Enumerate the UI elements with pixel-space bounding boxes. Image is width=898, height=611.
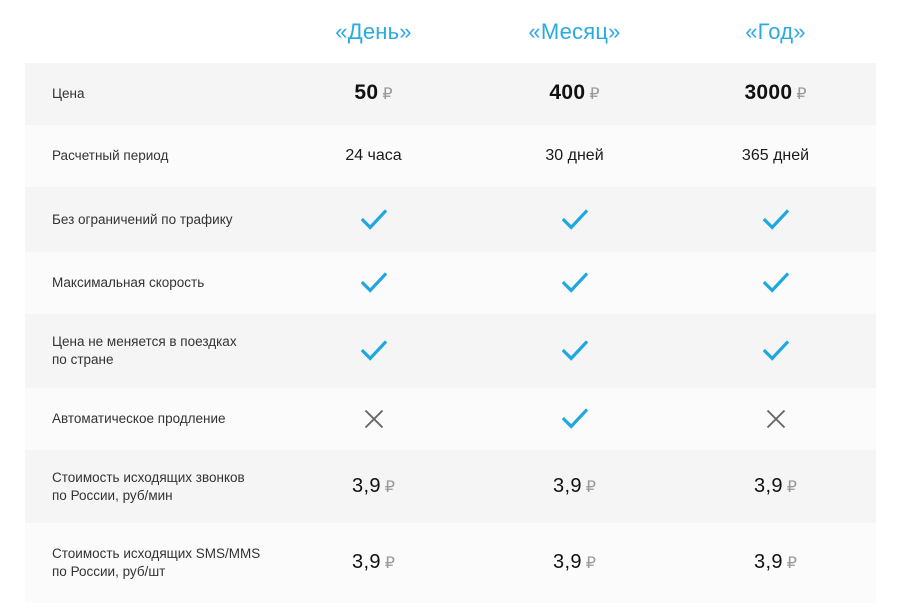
feature-value-cell: 3,9 ₽ [273, 552, 474, 574]
period-value: 24 часа [345, 147, 402, 164]
feature-value-cell: 400 ₽ [474, 81, 675, 105]
feature-value-cell [474, 408, 675, 430]
feature-value-cell [675, 272, 876, 294]
feature-comparison-table: Цена 50 ₽400 ₽3000 ₽ Расчетный период 24 часа 3… [25, 63, 876, 603]
feature-label-line1: Без ограничений по трафику [52, 211, 233, 227]
ruble-icon: ₽ [585, 555, 596, 572]
feature-label-line1: Цена [52, 86, 85, 101]
feature-value-cell [474, 340, 675, 362]
check-icon [561, 272, 588, 294]
feature-value-cell: 3000 ₽ [675, 81, 876, 105]
price-amount: 3,9 [352, 474, 381, 497]
feature-label-line1: Цена не меняется в поездках [52, 334, 237, 349]
feature-label: Расчетный период [25, 147, 273, 165]
table-row: Цена не меняется в поездках по стране [25, 314, 876, 388]
price-amount: 3,9 [754, 474, 783, 497]
feature-value-cell: 50 ₽ [273, 81, 474, 105]
feature-label: Стоимость исходящих SMS/MMS по России, ру… [25, 545, 273, 581]
price-amount: 400 [549, 81, 586, 104]
plan-header-month[interactable]: «Месяц» [528, 18, 621, 44]
feature-value-cell [675, 340, 876, 362]
price-amount: 3,9 [553, 474, 582, 497]
table-row: Автоматическое продление [25, 388, 876, 450]
ruble-icon: ₽ [796, 86, 807, 103]
feature-label: Максимальная скорость [25, 274, 273, 292]
feature-value-cell [675, 408, 876, 430]
price-amount: 3000 [744, 81, 793, 104]
feature-label: Автоматическое продление [25, 410, 273, 428]
cross-icon [765, 408, 787, 430]
feature-value-cell [273, 208, 474, 231]
ruble-icon: ₽ [585, 478, 596, 496]
period-value: 365 дней [741, 147, 810, 164]
feature-value-cell [273, 340, 474, 362]
feature-label-line1: Расчетный период [52, 148, 169, 163]
check-icon [561, 208, 588, 231]
feature-value-cell: 3,9 ₽ [474, 552, 675, 574]
feature-value-cell [273, 272, 474, 294]
feature-value-cell: 3,9 ₽ [273, 476, 474, 498]
table-row: Максимальная скорость [25, 252, 876, 314]
feature-label-line1: Стоимость исходящих звонков [52, 469, 245, 485]
table-row: Цена 50 ₽400 ₽3000 ₽ [25, 63, 876, 125]
price-amount: 3,9 [553, 551, 582, 573]
feature-label-line2: по России, руб/шт [52, 564, 166, 579]
feature-label-line1: Максимальная скорость [52, 275, 205, 290]
feature-label: Стоимость исходящих звонков по России, ру… [25, 469, 273, 505]
feature-value-cell: 30 дней [474, 146, 675, 166]
feature-value-cell: 3,9 ₽ [675, 552, 876, 574]
table-row: Стоимость исходящих звонков по России, ру… [25, 450, 876, 523]
plan-header-day[interactable]: «День» [335, 18, 412, 44]
feature-value-cell [675, 208, 876, 231]
check-icon [762, 272, 789, 294]
check-icon [360, 208, 387, 231]
check-icon [360, 272, 387, 294]
feature-label-line1: Автоматическое продление [52, 411, 226, 426]
feature-value-cell: 24 часа [273, 146, 474, 166]
feature-value-cell [273, 408, 474, 430]
check-icon [762, 340, 789, 362]
feature-value-cell: 365 дней [675, 146, 876, 166]
feature-label-line1: Стоимость исходящих SMS/MMS [52, 546, 261, 561]
feature-value-cell [474, 208, 675, 231]
ruble-icon: ₽ [786, 478, 797, 496]
feature-label: Цена [25, 85, 273, 103]
feature-label: Цена не меняется в поездках по стране [25, 333, 273, 369]
price-amount: 50 [354, 81, 379, 104]
check-icon [561, 408, 588, 430]
price-amount: 3,9 [754, 551, 783, 573]
check-icon [360, 340, 387, 362]
table-row: Стоимость исходящих SMS/MMS по России, ру… [25, 523, 876, 603]
ruble-icon: ₽ [384, 555, 395, 572]
plan-header-row: «День» «Месяц» «Год» [0, 0, 898, 63]
table-row: Без ограничений по трафику [25, 187, 876, 252]
feature-value-cell [474, 272, 675, 294]
ruble-icon: ₽ [786, 555, 797, 572]
cross-icon [363, 408, 385, 430]
price-amount: 3,9 [352, 551, 381, 573]
feature-label: Без ограничений по трафику [25, 211, 273, 229]
table-row: Расчетный период 24 часа 30 дней 365 дней [25, 125, 876, 187]
feature-value-cell: 3,9 ₽ [675, 476, 876, 498]
plan-header-year[interactable]: «Год» [745, 18, 806, 44]
feature-label-line2: по стране [52, 352, 114, 367]
check-icon [561, 340, 588, 362]
feature-value-cell: 3,9 ₽ [474, 476, 675, 498]
ruble-icon: ₽ [382, 86, 393, 103]
check-icon [762, 208, 789, 231]
period-value: 30 дней [545, 147, 604, 164]
ruble-icon: ₽ [384, 478, 395, 496]
feature-label-line2: по России, руб/мин [52, 487, 173, 503]
ruble-icon: ₽ [589, 86, 600, 103]
